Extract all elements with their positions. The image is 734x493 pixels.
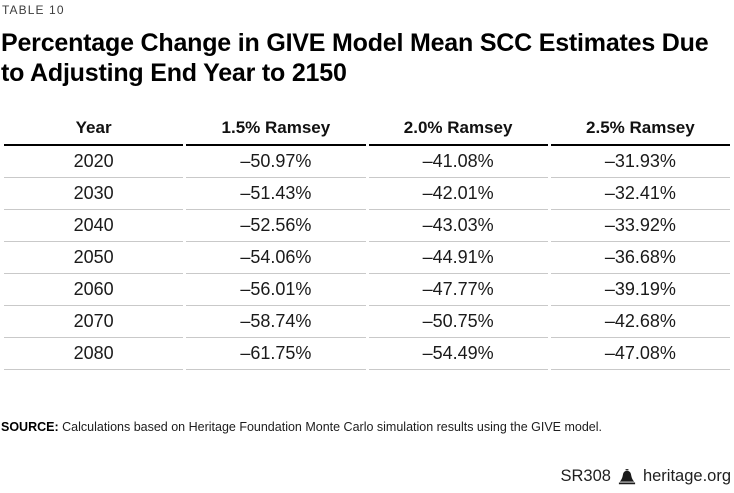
value-cell: –54.06% [186,242,366,274]
table-row: 2080 –61.75% –54.49% –47.08% [4,338,730,370]
value-cell: –33.92% [550,210,730,242]
table-header: Year 1.5% Ramsey 2.0% Ramsey 2.5% Ramsey [4,112,730,146]
value-cell: –47.77% [368,274,548,306]
year-cell: 2070 [4,306,184,338]
table-row: 2060 –56.01% –47.77% –39.19% [4,274,730,306]
source-note: SOURCE: Calculations based on Heritage F… [1,420,721,435]
year-cell: 2060 [4,274,184,306]
year-cell: 2020 [4,146,184,178]
value-cell: –39.19% [550,274,730,306]
value-cell: –50.75% [368,306,548,338]
column-header-year: Year [4,112,184,146]
value-cell: –43.03% [368,210,548,242]
report-id: SR308 [560,467,611,485]
table-body: 2020 –50.97% –41.08% –31.93% 2030 –51.43… [4,146,730,370]
column-header-ramsey-25: 2.5% Ramsey [550,112,730,146]
value-cell: –41.08% [368,146,548,178]
value-cell: –58.74% [186,306,366,338]
value-cell: –42.01% [368,178,548,210]
value-cell: –31.93% [550,146,730,178]
year-cell: 2030 [4,178,184,210]
source-label: SOURCE: [1,420,59,434]
value-cell: –50.97% [186,146,366,178]
table-label: TABLE 10 [2,3,65,17]
year-cell: 2040 [4,210,184,242]
column-header-ramsey-15: 1.5% Ramsey [186,112,366,146]
value-cell: –54.49% [368,338,548,370]
value-cell: –47.08% [550,338,730,370]
value-cell: –61.75% [186,338,366,370]
footer: SR308 heritage.org [560,467,731,486]
value-cell: –32.41% [550,178,730,210]
table-row: 2050 –54.06% –44.91% –36.68% [4,242,730,274]
source-text: Calculations based on Heritage Foundatio… [58,420,603,434]
value-cell: –42.68% [550,306,730,338]
value-cell: –52.56% [186,210,366,242]
column-header-ramsey-20: 2.0% Ramsey [368,112,548,146]
scc-data-table: Year 1.5% Ramsey 2.0% Ramsey 2.5% Ramsey… [1,112,733,370]
value-cell: –36.68% [550,242,730,274]
site-label: heritage.org [642,467,731,485]
year-cell: 2050 [4,242,184,274]
page-title: Percentage Change in GIVE Model Mean SCC… [1,29,709,87]
table-row: 2070 –58.74% –50.75% –42.68% [4,306,730,338]
table-row: 2030 –51.43% –42.01% –32.41% [4,178,730,210]
header-row: Year 1.5% Ramsey 2.0% Ramsey 2.5% Ramsey [4,112,730,146]
liberty-bell-icon [618,468,636,484]
value-cell: –44.91% [368,242,548,274]
value-cell: –51.43% [186,178,366,210]
table-row: 2040 –52.56% –43.03% –33.92% [4,210,730,242]
value-cell: –56.01% [186,274,366,306]
year-cell: 2080 [4,338,184,370]
table-row: 2020 –50.97% –41.08% –31.93% [4,146,730,178]
